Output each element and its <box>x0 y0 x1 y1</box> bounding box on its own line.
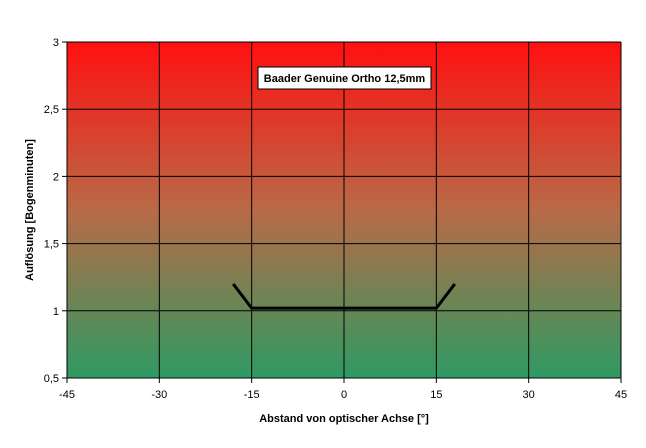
x-tick-label: 45 <box>615 389 627 401</box>
x-axis-title: Abstand von optischer Achse [°] <box>259 413 429 425</box>
chart-title: Baader Genuine Ortho 12,5mm <box>264 73 426 85</box>
y-tick-label: 0,5 <box>44 373 59 385</box>
x-tick-label: -30 <box>151 389 167 401</box>
series-line <box>232 283 456 310</box>
x-tick-labels: -45 -30 -15 0 15 30 45 <box>59 389 627 401</box>
y-tick-label: 3 <box>53 37 59 49</box>
x-tick-label: 0 <box>341 389 347 401</box>
x-tick-label: 15 <box>430 389 442 401</box>
x-tick-label: -15 <box>244 389 260 401</box>
series-group <box>232 283 456 310</box>
y-axis-title: Auflösung [Bogenminuten] <box>24 139 36 281</box>
y-tick-label: 1,5 <box>44 239 59 251</box>
chart-title-box: Baader Genuine Ortho 12,5mm <box>257 66 432 90</box>
y-tick-label: 2,5 <box>44 104 59 116</box>
axes <box>62 41 622 383</box>
x-tick-label: 30 <box>523 389 535 401</box>
y-tick-labels: 0,5 1 1,5 2 2,5 3 <box>44 37 59 385</box>
y-tick-label: 1 <box>53 306 59 318</box>
x-tick-label: -45 <box>59 389 75 401</box>
y-tick-label: 2 <box>53 171 59 183</box>
